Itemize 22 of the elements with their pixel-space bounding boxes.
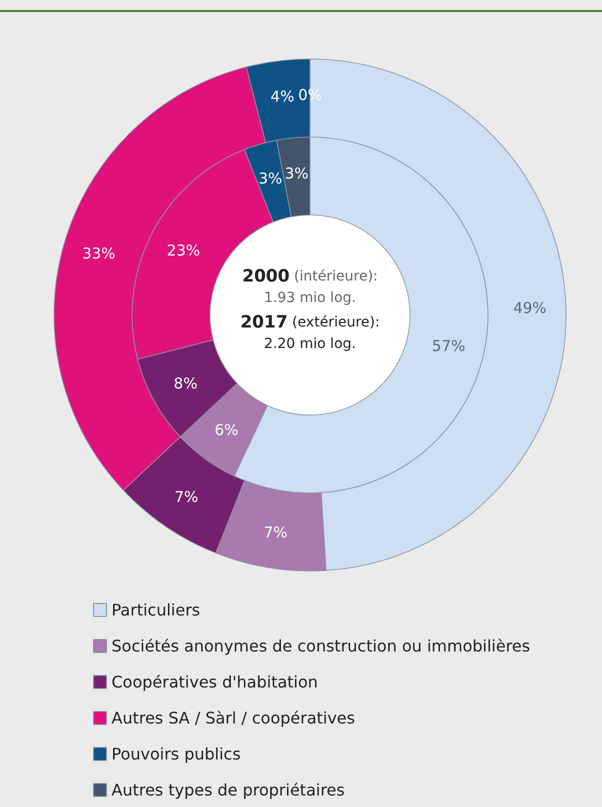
text: 0% bbox=[298, 86, 322, 104]
data-label: 57% bbox=[432, 336, 466, 355]
legend-label: Autres SA / Sàrl / coopératives bbox=[112, 708, 355, 728]
data-label: 7% bbox=[174, 488, 198, 506]
data-label: 3% bbox=[258, 170, 282, 188]
legend-label: Sociétés anonymes de construction ou immobilières bbox=[112, 636, 530, 656]
data-label: 23% bbox=[166, 242, 200, 260]
text: 2000 (intérieure): bbox=[242, 266, 378, 286]
data-label: 7% bbox=[264, 523, 288, 542]
data-label: 8% bbox=[174, 374, 198, 392]
legend-label: Particuliers bbox=[112, 600, 200, 620]
data-label: 3% bbox=[284, 164, 309, 183]
data-label: 33% bbox=[82, 244, 116, 263]
data-label: 4% bbox=[270, 88, 294, 106]
text: 1.93 mio log. bbox=[264, 290, 356, 306]
legend-label: Pouvoirs publics bbox=[112, 744, 241, 764]
text: 2.20 mio log. bbox=[264, 336, 356, 352]
data-label: 6% bbox=[214, 420, 238, 439]
legend-label: Autres types de propriétaires bbox=[112, 780, 345, 800]
legend-label: Coopératives d'habitation bbox=[112, 672, 318, 692]
text: 2017 (extérieure): bbox=[240, 312, 380, 332]
data-label: 49% bbox=[513, 299, 547, 318]
